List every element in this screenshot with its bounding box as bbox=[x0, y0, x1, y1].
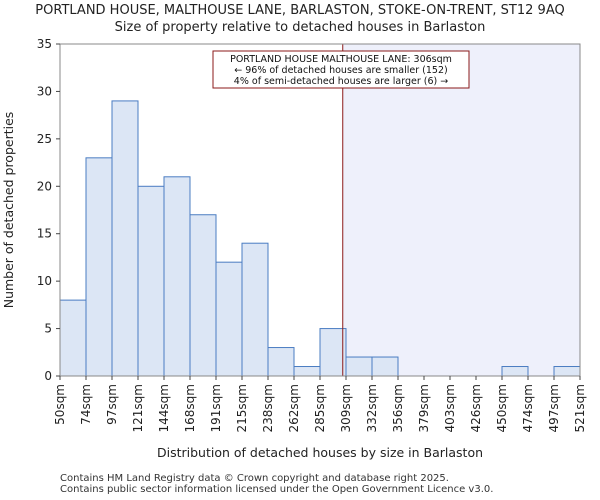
x-tick-label: 285sqm bbox=[313, 384, 327, 432]
x-tick-label: 403sqm bbox=[443, 384, 457, 432]
x-tick-label: 74sqm bbox=[79, 384, 93, 425]
bar-497sqm bbox=[553, 366, 581, 377]
bar-332sqm bbox=[371, 356, 399, 377]
bar-50sqm bbox=[59, 299, 87, 377]
x-tick-label: 97sqm bbox=[105, 384, 119, 425]
annotation-box: PORTLAND HOUSE MALTHOUSE LANE: 306sqm ← … bbox=[212, 50, 470, 89]
bar-215sqm bbox=[241, 242, 269, 377]
bar-144sqm bbox=[163, 176, 191, 377]
x-tick-label: 215sqm bbox=[235, 384, 249, 432]
x-tick-label: 332sqm bbox=[365, 384, 379, 432]
y-tick-label: 0 bbox=[44, 369, 52, 383]
bar-285sqm bbox=[319, 328, 347, 377]
x-tick-label: 191sqm bbox=[209, 384, 223, 432]
x-tick-label: 426sqm bbox=[469, 384, 483, 432]
x-tick-label: 450sqm bbox=[495, 384, 509, 432]
x-tick-label: 521sqm bbox=[573, 384, 587, 432]
x-tick-label: 474sqm bbox=[521, 384, 535, 432]
y-tick-label: 15 bbox=[37, 227, 52, 241]
bar-450sqm bbox=[501, 366, 529, 377]
bar-262sqm bbox=[293, 366, 321, 377]
x-tick-label: 50sqm bbox=[53, 384, 67, 425]
footer-licence: Contains public sector information licen… bbox=[60, 484, 494, 495]
bar-309sqm bbox=[345, 356, 373, 377]
y-axis-label: Number of detached properties bbox=[1, 112, 16, 309]
bar-238sqm bbox=[267, 347, 295, 377]
footer-copyright: Contains HM Land Registry data © Crown c… bbox=[60, 473, 449, 484]
x-tick-label: 309sqm bbox=[339, 384, 353, 432]
y-tick-label: 20 bbox=[37, 179, 52, 193]
bar-168sqm bbox=[189, 214, 217, 377]
chart-subtitle: Size of property relative to detached ho… bbox=[114, 20, 486, 35]
x-axis-label: Distribution of detached houses by size … bbox=[157, 445, 483, 460]
chart-title: PORTLAND HOUSE, MALTHOUSE LANE, BARLASTO… bbox=[35, 3, 565, 18]
annotation-rect bbox=[212, 50, 470, 89]
bar-121sqm bbox=[137, 185, 165, 377]
x-tick-label: 356sqm bbox=[391, 384, 405, 432]
larger-region-highlight bbox=[342, 44, 580, 376]
y-tick-label: 5 bbox=[44, 322, 52, 336]
x-tick-label: 144sqm bbox=[157, 384, 171, 432]
x-tick-label: 379sqm bbox=[417, 384, 431, 432]
y-tick-label: 35 bbox=[37, 37, 52, 51]
y-tick-label: 10 bbox=[37, 274, 52, 288]
annotation-line-3: 4% of semi-detached houses are larger (6… bbox=[234, 76, 448, 87]
bar-97sqm bbox=[111, 100, 139, 377]
x-tick-label: 262sqm bbox=[287, 384, 301, 432]
y-axis: 0 5 10 15 20 25 30 35 bbox=[37, 37, 60, 383]
annotation-line-2: ← 96% of detached houses are smaller (15… bbox=[234, 65, 447, 76]
x-tick-label: 497sqm bbox=[547, 384, 561, 432]
y-tick-label: 25 bbox=[37, 132, 52, 146]
x-tick-label: 168sqm bbox=[183, 384, 197, 432]
annotation-line-1: PORTLAND HOUSE MALTHOUSE LANE: 306sqm bbox=[230, 54, 452, 65]
x-tick-label: 121sqm bbox=[131, 384, 145, 432]
bar-191sqm bbox=[215, 261, 243, 377]
x-axis: 50sqm 74sqm 97sqm 121sqm 144sqm 168sqm 191sqm 2… bbox=[53, 376, 587, 432]
y-tick-label: 30 bbox=[37, 84, 52, 98]
bars-group bbox=[59, 100, 581, 377]
x-tick-label: 238sqm bbox=[261, 384, 275, 432]
bar-74sqm bbox=[85, 157, 113, 377]
